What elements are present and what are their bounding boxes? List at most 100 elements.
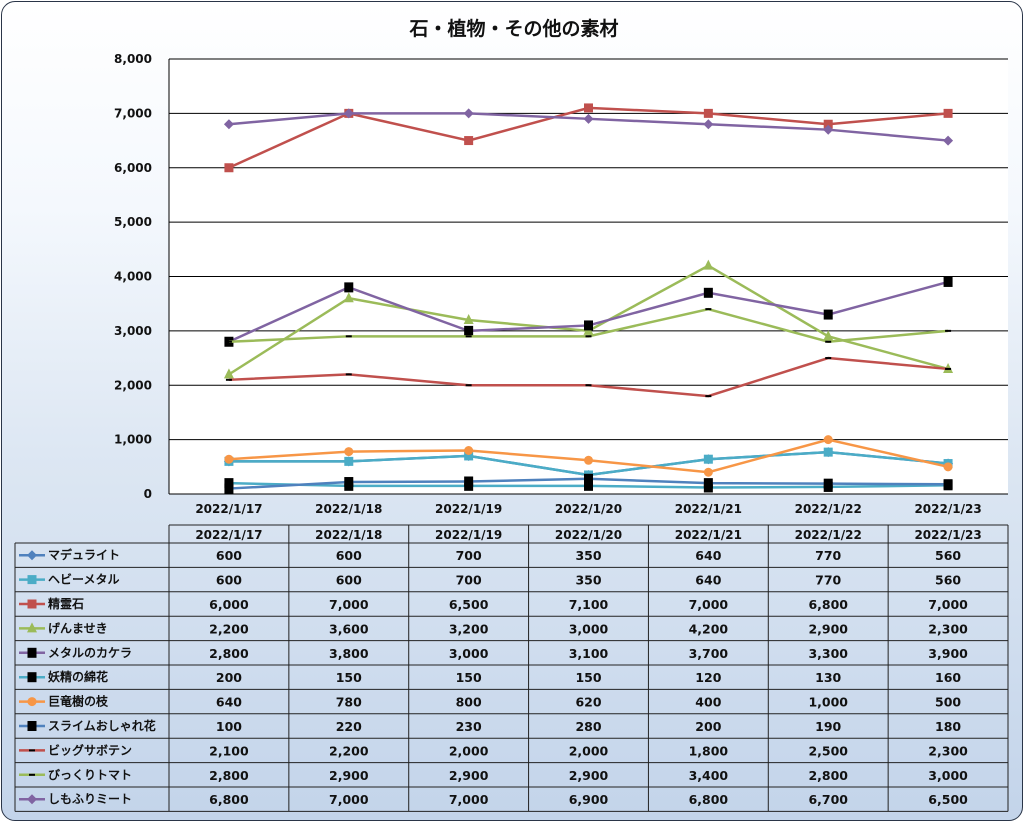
data-point-square — [464, 325, 474, 336]
table-cell: 7,000 — [449, 792, 489, 807]
table-cell: 400 — [695, 695, 721, 710]
y-tick-label: 1,000 — [114, 433, 152, 447]
table-cell: 6,800 — [689, 792, 729, 807]
table-row: びっくりトマト 2,800 2,900 2,900 2,900 3,400 2,800 3,0… — [19, 767, 968, 783]
x-tick-label: 2022/1/18 — [315, 502, 382, 516]
table-cell: 150 — [336, 670, 362, 685]
table-cell: 6,800 — [209, 792, 249, 807]
table-header: 2022/1/20 — [555, 528, 622, 542]
y-tick-label: 5,000 — [114, 215, 152, 229]
series-8 — [225, 356, 952, 398]
table-cell: 3,400 — [689, 768, 729, 783]
table-row: ヘビーメタル 600 600 700 350 640 770 560 — [19, 572, 961, 588]
data-point-square — [224, 163, 234, 173]
table-cell: 2,900 — [329, 768, 369, 783]
table-header: 2022/1/23 — [914, 528, 981, 542]
table-cell: 2,800 — [209, 646, 249, 661]
y-tick-label: 8,000 — [114, 52, 152, 66]
table-header: 2022/1/17 — [195, 528, 262, 542]
data-point-circle — [224, 454, 234, 464]
table-cell: 7,100 — [569, 597, 609, 612]
table-cell: 3,100 — [569, 646, 609, 661]
data-point-square — [584, 103, 593, 113]
series-7 — [224, 473, 953, 494]
table-cell: 640 — [695, 573, 721, 588]
legend-label: 妖精の綿花 — [48, 669, 108, 684]
legend-label: メタルのカケラ — [48, 646, 132, 660]
y-tick-label: 7,000 — [114, 106, 152, 120]
x-tick-label: 2022/1/17 — [195, 502, 262, 516]
legend-label: マデュライト — [48, 547, 120, 562]
data-point-circle — [464, 446, 474, 455]
data-point-dash — [29, 749, 35, 752]
data-point-circle — [584, 455, 593, 465]
legend-label: ビッグサボテン — [48, 742, 132, 757]
data-point-diamond — [27, 550, 37, 561]
data-point-dash — [29, 773, 35, 776]
legend-label: びっくりトマト — [48, 767, 132, 782]
table-cell: 800 — [456, 695, 482, 710]
data-point-square — [584, 473, 593, 484]
table-cell: 280 — [575, 719, 601, 734]
data-point-dash — [465, 384, 472, 387]
table-cell: 6,900 — [569, 792, 609, 807]
table-cell: 180 — [935, 719, 961, 734]
data-point-square — [344, 456, 354, 466]
table-cell: 6,800 — [808, 597, 848, 612]
table-cell: 6,000 — [209, 597, 249, 612]
table-cell: 700 — [456, 573, 482, 588]
data-point-dash — [465, 335, 472, 338]
y-tick-label: 4,000 — [114, 270, 152, 284]
table-cell: 500 — [935, 695, 961, 710]
data-point-square — [943, 108, 953, 118]
table-row: メタルのカケラ 2,800 3,800 3,000 3,100 3,700 3,300 3,9… — [19, 646, 968, 661]
data-point-dash — [225, 340, 232, 343]
series-3 — [223, 259, 954, 379]
y-tick-label: 2,000 — [114, 378, 152, 392]
series-6 — [224, 435, 953, 477]
table-header: 2022/1/18 — [315, 528, 382, 542]
data-point-triangle — [27, 622, 37, 633]
y-tick-label: 6,000 — [114, 161, 152, 175]
table-row: ビッグサボテン 2,100 2,200 2,000 2,000 1,800 2,500 2,3… — [19, 742, 968, 758]
series-9 — [225, 307, 952, 344]
table-cell: 2,900 — [569, 768, 609, 783]
table-cell: 3,000 — [569, 621, 609, 636]
data-point-diamond — [343, 108, 354, 119]
table-header: 2022/1/21 — [675, 528, 742, 542]
table-header: 2022/1/22 — [795, 528, 862, 542]
table-cell: 600 — [216, 548, 242, 563]
data-point-dash — [225, 378, 232, 381]
table-cell: 2,200 — [329, 743, 369, 758]
data-point-dash — [945, 367, 952, 370]
table-cell: 600 — [336, 573, 362, 588]
table-cell: 2,200 — [209, 621, 249, 636]
table-cell: 350 — [575, 573, 601, 588]
y-tick-label: 0 — [144, 487, 152, 501]
data-point-triangle — [343, 292, 354, 303]
table-cell: 1,000 — [808, 695, 848, 710]
data-point-square — [584, 480, 593, 491]
data-point-square — [27, 575, 37, 585]
table-cell: 2,900 — [808, 621, 848, 636]
chart-title: 石・植物・その他の素材 — [409, 18, 619, 40]
table-cell: 640 — [695, 548, 721, 563]
x-tick-label: 2022/1/23 — [914, 502, 981, 516]
data-point-dash — [825, 340, 832, 343]
table-cell: 2,000 — [449, 743, 489, 758]
data-point-square — [943, 479, 953, 490]
x-tick-label: 2022/1/20 — [555, 502, 622, 516]
table-row: しもふりミート 6,800 7,000 7,000 6,900 6,800 6,700 6,5… — [19, 792, 968, 807]
data-point-square — [464, 476, 474, 487]
table-row: スライムおしゃれ花 100 220 230 280 200 190 180 — [19, 718, 961, 734]
table-cell: 620 — [575, 695, 601, 710]
table-cell: 2,000 — [569, 743, 609, 758]
table-cell: 3,000 — [449, 646, 489, 661]
series-10 — [223, 108, 954, 146]
table-cell: 130 — [815, 670, 841, 685]
table-cell: 6,500 — [449, 597, 489, 612]
data-point-dash — [825, 357, 832, 360]
table-cell: 160 — [935, 670, 961, 685]
table-cell: 100 — [216, 719, 242, 734]
